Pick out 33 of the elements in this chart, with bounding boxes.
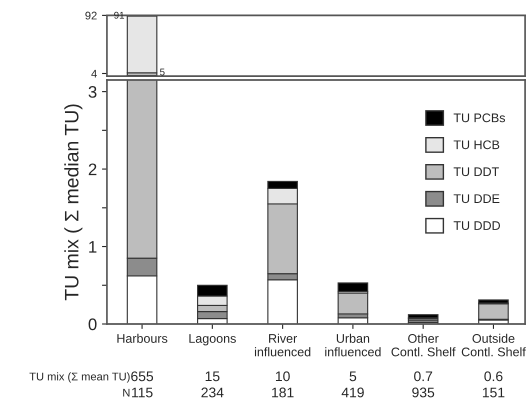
y-tick-label: 2 — [88, 163, 96, 176]
y-tick-label: 0 — [88, 318, 97, 330]
annotation: 5 — [160, 68, 165, 76]
text: 181 — [272, 388, 294, 398]
text: TU mix (Σ mean TU) — [29, 372, 130, 383]
y-tick-label: 92 — [85, 12, 97, 20]
text: 15 — [206, 371, 220, 382]
legend-label: TU HCB — [454, 140, 500, 150]
legend-label: TU DDT — [454, 167, 499, 176]
x-tick-label: Urban influenced — [325, 334, 381, 356]
y-tick-label: 1 — [89, 241, 96, 253]
text: 655 — [131, 371, 154, 382]
text: 0.6 — [484, 371, 503, 382]
text: 115 — [132, 388, 153, 398]
x-tick-label: River influenced — [254, 334, 310, 356]
text: 935 — [412, 388, 434, 398]
text: 5 — [350, 371, 356, 382]
x-tick-label: Other Contl. Shelf — [392, 334, 456, 356]
y-tick-label: 3 — [88, 86, 96, 98]
x-tick-label: Lagoons — [189, 334, 236, 346]
y-tick-label: 4 — [91, 70, 97, 78]
x-tick-label: Harbours — [117, 334, 168, 343]
text: 151 — [482, 388, 504, 398]
x-tick-label: Outside Contl. Shelf — [462, 334, 526, 356]
text: 10 — [276, 371, 290, 382]
legend-label: TU PCBs — [454, 113, 506, 122]
text: N — [123, 388, 130, 397]
text: 234 — [201, 388, 224, 398]
text: 0.7 — [414, 371, 432, 382]
legend-label: TU DDD — [454, 221, 500, 230]
y-axis-title: TU mix ( Σ median TU) — [64, 104, 82, 300]
legend-label: TU DDE — [454, 194, 500, 204]
text: 419 — [342, 388, 364, 398]
